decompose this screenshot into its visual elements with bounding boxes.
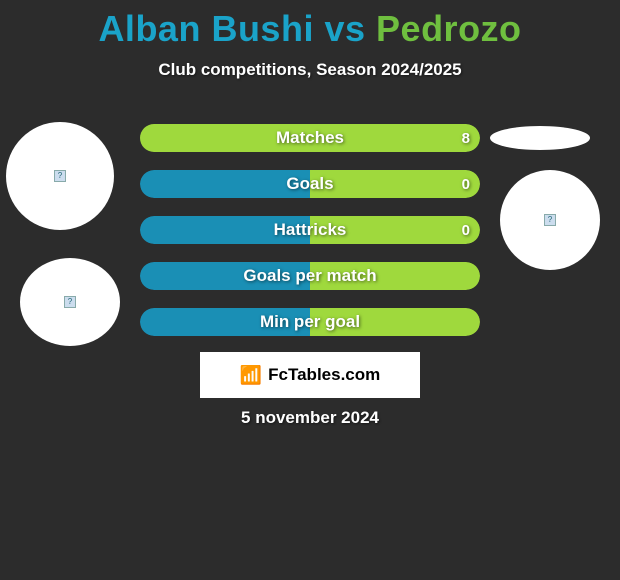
player1-club-avatar: ?	[20, 258, 120, 346]
bar-label: Goals per match	[140, 262, 480, 290]
bar-value-right: 8	[462, 124, 470, 152]
brand-text: FcTables.com	[268, 365, 380, 385]
player2-club-avatar: ?	[500, 170, 600, 270]
bar-label: Hattricks	[140, 216, 480, 244]
stat-bar: Hattricks 0	[140, 216, 480, 244]
brand-logo-icon: 📶	[240, 365, 262, 386]
bar-label: Goals	[140, 170, 480, 198]
image-placeholder-icon: ?	[544, 214, 556, 226]
date-text: 5 november 2024	[0, 408, 620, 428]
bar-value-right: 0	[462, 216, 470, 244]
player1-avatar: ?	[6, 122, 114, 230]
stat-bar: Goals per match	[140, 262, 480, 290]
player2-name: Pedrozo	[376, 8, 522, 49]
image-placeholder-icon: ?	[54, 170, 66, 182]
subtitle: Club competitions, Season 2024/2025	[0, 60, 620, 80]
bar-label: Min per goal	[140, 308, 480, 336]
brand-box: 📶 FcTables.com	[200, 352, 420, 398]
stat-bar: Min per goal	[140, 308, 480, 336]
bar-label: Matches	[140, 124, 480, 152]
stat-bars: Matches 8 Goals 0 Hattricks 0 Goals per …	[140, 124, 480, 354]
image-placeholder-icon: ?	[64, 296, 76, 308]
stat-bar: Goals 0	[140, 170, 480, 198]
comparison-title: Alban Bushi vs Pedrozo	[0, 0, 620, 50]
bar-value-right: 0	[462, 170, 470, 198]
player2-avatar	[490, 126, 590, 150]
stat-bar: Matches 8	[140, 124, 480, 152]
player1-name: Alban Bushi	[98, 8, 314, 49]
vs-separator: vs	[324, 8, 365, 49]
